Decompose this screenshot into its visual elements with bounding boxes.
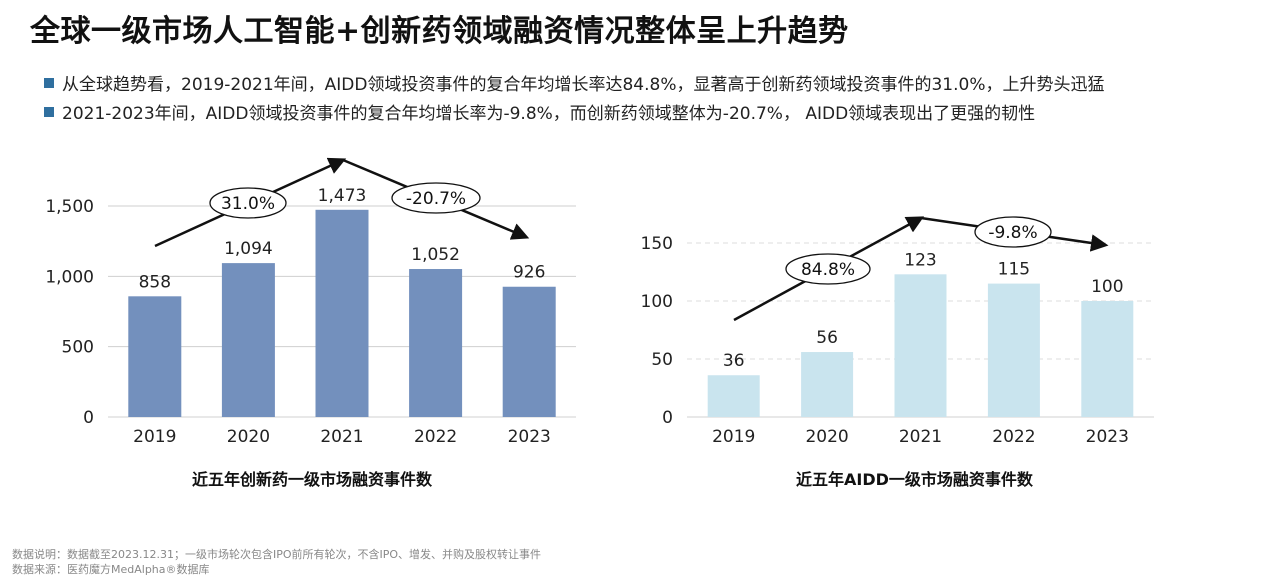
bullet-item: 2021-2023年间，AIDD领域投资事件的复合年均增长率为-9.8%，而创新… <box>44 97 1105 126</box>
bar <box>987 283 1040 417</box>
bar-value-label: 56 <box>816 328 838 348</box>
bar-value-label: 858 <box>139 272 171 292</box>
y-tick-label: 100 <box>641 292 673 312</box>
y-tick-label: 500 <box>62 338 94 358</box>
cagr-ellipse <box>974 216 1052 248</box>
chart-caption-innovative-drug: 近五年创新药一级市场融资事件数 <box>192 470 433 489</box>
chart-caption-aidd: 近五年AIDD一级市场融资事件数 <box>796 470 1033 489</box>
x-tick-label: 2020 <box>805 427 848 447</box>
footer-source: 数据来源：医药魔方MedAlpha®数据库 <box>12 563 210 576</box>
bar-value-label: 1,473 <box>318 186 367 206</box>
bullet-text: 从全球趋势看，2019-2021年间，AIDD领域投资事件的复合年均增长率达84… <box>62 75 1105 95</box>
x-tick-label: 2022 <box>414 427 457 447</box>
chart-innovative-drug: 0 500 1,000 1,500 858 2019 1,094 2020 1,473 2021 1… <box>45 157 576 447</box>
bar-value-label: 123 <box>904 250 936 270</box>
cagr-ellipse <box>391 182 481 214</box>
y-tick-label: 0 <box>662 408 673 428</box>
bullet-list: 从全球趋势看，2019-2021年间，AIDD领域投资事件的复合年均增长率达84… <box>44 68 1105 126</box>
bullet-square-icon <box>44 106 54 117</box>
chart-aidd: 0 50 100 150 36 2019 56 2020 123 2021 115 2022 100 20… <box>641 216 1154 447</box>
cagr-ellipse <box>785 253 871 285</box>
y-tick-label: 1,500 <box>45 197 94 217</box>
bullet-text: 2021-2023年间，AIDD领域投资事件的复合年均增长率为-9.8%，而创新… <box>62 104 1036 124</box>
bar <box>128 296 182 417</box>
x-tick-label: 2021 <box>320 427 363 447</box>
y-tick-label: 0 <box>83 408 94 428</box>
bar <box>894 274 947 417</box>
bar-value-label: 1,052 <box>411 245 460 265</box>
x-tick-label: 2023 <box>1086 427 1129 447</box>
bar-value-label: 115 <box>998 260 1030 280</box>
cagr-label: 31.0% <box>221 194 275 214</box>
bar-value-label: 36 <box>723 351 745 371</box>
bar <box>315 209 369 417</box>
cagr-label: -20.7% <box>406 189 466 209</box>
bar-value-label: 100 <box>1091 277 1123 297</box>
y-tick-label: 50 <box>651 350 673 370</box>
cagr-label: -9.8% <box>988 223 1037 243</box>
bar-value-label: 926 <box>513 263 545 283</box>
x-tick-label: 2019 <box>133 427 176 447</box>
bar <box>502 286 556 417</box>
page-title: 全球一级市场人工智能+创新药领域融资情况整体呈上升趋势 <box>30 14 849 49</box>
bar <box>221 263 275 417</box>
x-tick-label: 2020 <box>227 427 270 447</box>
x-tick-label: 2021 <box>899 427 942 447</box>
bar <box>409 269 463 417</box>
y-tick-label: 1,000 <box>45 267 94 287</box>
x-tick-label: 2019 <box>712 427 755 447</box>
footer-note: 数据说明：数据截至2023.12.31；一级市场轮次包含IPO前所有轮次，不含I… <box>12 548 542 561</box>
cagr-ellipse <box>209 187 287 219</box>
x-tick-label: 2022 <box>992 427 1035 447</box>
bar <box>801 352 854 417</box>
bullet-square-icon <box>44 77 54 88</box>
bar <box>1081 301 1134 417</box>
bar <box>707 375 760 417</box>
x-tick-label: 2023 <box>508 427 551 447</box>
y-tick-label: 150 <box>641 234 673 254</box>
cagr-label: 84.8% <box>801 260 855 280</box>
bar-value-label: 1,094 <box>224 239 273 259</box>
bullet-item: 从全球趋势看，2019-2021年间，AIDD领域投资事件的复合年均增长率达84… <box>44 68 1105 97</box>
